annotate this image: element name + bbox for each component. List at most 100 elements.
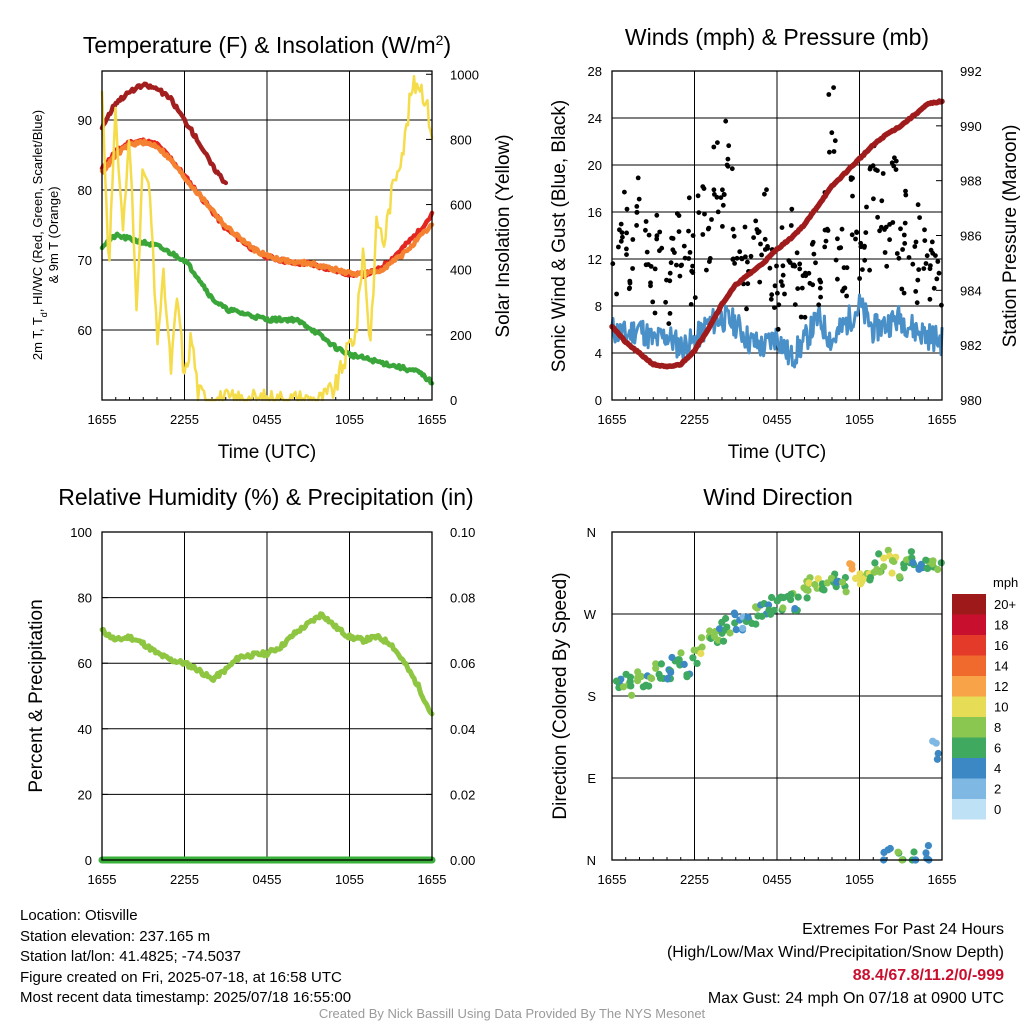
gust-point [720,202,726,208]
gust-point [789,206,795,212]
humidity-right-tick-label: 0.10 [450,525,475,540]
speed-legend-swatch [952,635,986,656]
wind-direction-point [719,637,728,645]
gust-point [667,278,673,284]
gust-point [707,256,713,261]
gust-point [891,163,897,169]
temperature-panel: Temperature (F) & Insolation (W/m2) 2m T… [30,32,514,463]
winds-left-tick-label: 16 [588,205,602,220]
gust-point [677,273,683,279]
temperature-x-tick-label: 1655 [88,412,117,427]
gust-point [644,249,650,255]
gust-point [931,285,937,291]
gust-point [935,259,941,264]
wind-direction-point [787,596,795,604]
gust-point [624,230,629,236]
gust-point [780,283,785,288]
speed-legend-swatch [952,594,986,615]
gust-point [835,276,840,282]
wind-direction-point [894,848,902,856]
gust-point [787,260,793,265]
gust-point [922,238,928,244]
wind-direction-point [937,559,945,567]
gust-point [704,267,709,273]
speed-legend-label: 2 [994,782,1001,797]
gust-point [775,290,780,296]
gust-point [624,206,630,212]
gust-point [913,239,919,245]
speed-legend-label: 16 [994,638,1008,653]
speed-legend-label: 8 [994,720,1001,735]
wind-direction-point [880,563,888,571]
winds-x-tick-label: 0455 [763,412,792,427]
gust-point [831,85,836,90]
gust-point [676,213,682,219]
wind-direction-point [922,849,930,857]
temperature-x-axis-label: Time (UTC) [218,442,317,463]
winds-right-tick-label: 990 [960,119,982,134]
humidity-x-tick-label: 2255 [170,872,199,887]
speed-legend-label: 4 [994,761,1001,776]
speed-legend-swatch [952,717,986,738]
gust-point [915,277,921,283]
gust-point [882,250,888,255]
gust-point [822,244,828,250]
station-location: Location: Otisville [20,907,138,924]
figure-created: Figure created on Fri, 2025-07-18, at 16… [20,968,342,986]
gust-point [810,282,816,288]
gust-point [767,265,773,271]
wind-direction-point [924,564,932,573]
wind-direction-point [652,664,660,672]
winds-right-tick-label: 982 [960,338,982,353]
gust-point [893,167,899,173]
gust-point [711,144,717,150]
gust-point [620,234,625,240]
gust-point [927,296,933,302]
gust-point [687,250,693,255]
winds-left-tick-label: 8 [595,299,602,314]
gust-point [734,255,740,261]
gust-point [853,236,858,242]
gust-point [692,295,698,300]
wind-direction-point [907,548,916,556]
wind-direction-point [933,755,942,763]
gust-point [900,247,905,252]
gust-point [899,286,905,292]
wind-direction-point [888,557,897,565]
wind-direction-point [758,612,766,620]
gust-point [923,261,929,266]
gust-point [864,204,869,210]
gust-point [833,257,839,263]
gust-point [816,302,822,308]
gust-point [726,143,732,149]
gust-point [880,171,886,176]
gust-point [666,321,672,326]
wind-direction-point [866,576,874,584]
winds-x-tick-label: 1055 [845,412,874,427]
gust-point [730,226,736,232]
gust-point [792,302,798,307]
gust-point [720,187,725,193]
gust-point [779,225,785,231]
wind-direction-point [628,691,636,699]
winds-x-tick-label: 2255 [680,412,709,427]
gust-point [742,224,748,230]
wind-direction-point [675,656,683,664]
temperature-left-tick-label: 80 [78,183,92,198]
temperature-left-tick-label: 60 [78,323,92,338]
wind-direction-point [716,625,724,633]
gust-point [772,305,777,310]
wind-direction-point [722,614,730,623]
direction-x-tick-label: 0455 [763,872,792,887]
gust-point [913,289,919,294]
wind-direction-point [934,565,942,574]
wind-direction-point [848,561,856,569]
wind-direction-point [677,649,685,657]
gust-point [667,311,673,316]
gust-point [759,252,764,258]
gust-point [894,251,900,256]
gust-point [854,230,860,236]
speed-legend-title: mph [993,575,1018,590]
temperature-right-tick-label: 400 [450,263,472,278]
gust-point [882,227,887,232]
